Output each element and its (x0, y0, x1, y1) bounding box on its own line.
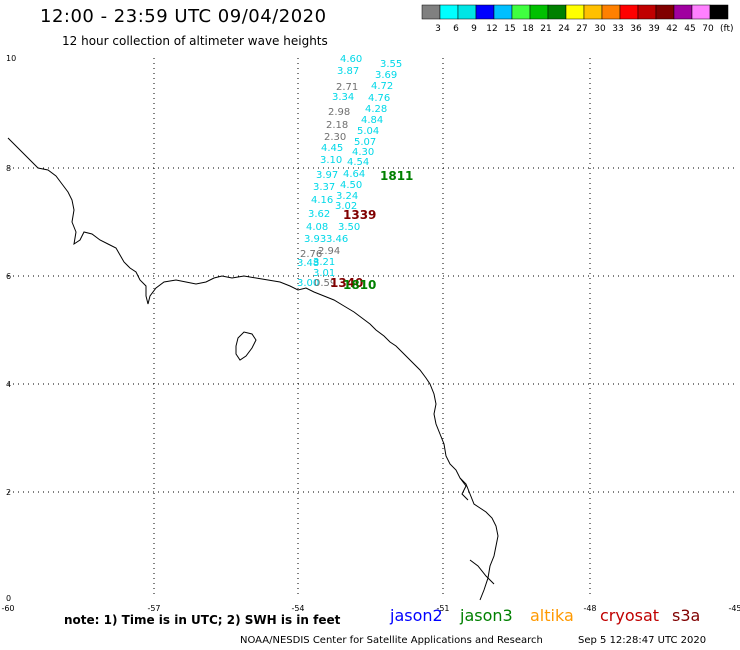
y-tick-label: 4 (6, 380, 11, 389)
wave-height-label: 4.50 (340, 180, 362, 191)
wave-height-label: 3.37 (313, 182, 335, 193)
wave-height-label: 2.71 (336, 82, 358, 93)
scale-label: 70 (702, 24, 714, 34)
map-subtitle: 12 hour collection of altimeter wave hei… (62, 34, 328, 48)
scale-label: 42 (666, 24, 677, 34)
altimeter-map: -60 -57 -54 -51 -48 -45 0 2 4 6 8 10 4.60 3.55 3.87 3.… (1, 54, 740, 613)
pass-time-label: 1811 (380, 169, 413, 183)
scale-label: 6 (453, 24, 459, 34)
scale-label: 27 (576, 24, 587, 34)
y-tick-label: 2 (6, 488, 11, 497)
y-tick-label: 6 (6, 272, 11, 281)
wave-height-label: 4.30 (352, 147, 374, 158)
wave-height-label: 4.60 (340, 54, 362, 65)
wave-height-label: 3.01 (313, 268, 335, 279)
scale-label: 45 (684, 24, 695, 34)
x-tick-label: -51 (436, 604, 449, 613)
pass-time-label: 1810 (343, 278, 376, 292)
timestamp-text: Sep 5 12:28:47 UTC 2020 (578, 635, 707, 646)
y-tick-label: 8 (6, 164, 11, 173)
wave-height-label: 2.18 (326, 120, 348, 131)
grid-lines (8, 58, 735, 598)
wave-height-label: 3.10 (320, 155, 342, 166)
bay-outline (459, 477, 495, 585)
wave-height-label: 4.45 (321, 143, 343, 154)
wave-height-label: 5.04 (357, 126, 379, 137)
wave-height-label: 3.62 (308, 209, 330, 220)
y-tick-label: 0 (6, 594, 11, 603)
wave-height-label: 2.98 (328, 107, 350, 118)
wave-height-label: 4.64 (343, 169, 365, 180)
wave-height-label: 3.24 (336, 191, 358, 202)
legend-item-s3a: s3a (672, 606, 701, 625)
credit-text: NOAA/NESDIS Center for Satellite Applica… (240, 635, 543, 646)
x-tick-label: -57 (147, 604, 160, 613)
wave-height-label: 3.02 (335, 201, 357, 212)
footnote: note: 1) Time is in UTC; 2) SWH is in fe… (64, 613, 341, 627)
wave-height-label: 3.55 (380, 59, 402, 70)
legend-item-altika: altika (530, 606, 574, 625)
y-tick-label: 10 (6, 54, 16, 63)
wave-height-label: 4.84 (361, 115, 383, 126)
scale-label: 3 (435, 24, 441, 34)
wave-height-label: 4.54 (347, 157, 369, 168)
wave-height-label: 4.08 (306, 222, 328, 233)
coastline (7, 137, 499, 601)
x-tick-label: -60 (1, 604, 14, 613)
wave-height-label: 4.76 (368, 93, 390, 104)
color-scale: 3 6 9 12 15 18 21 24 27 30 33 36 39 42 45 70 (ft) (421, 4, 734, 34)
scale-label: 9 (471, 24, 477, 34)
wave-height-label: 3.93 (304, 234, 326, 245)
scale-label: 18 (522, 24, 534, 34)
map-title: 12:00 - 23:59 UTC 09/04/2020 (40, 6, 327, 27)
wave-height-label: 3.97 (316, 170, 338, 181)
track-labels: 4.60 3.55 3.87 3.694.72 3.34 4.764.284.845.04… (297, 54, 413, 292)
wave-height-label: 0.59 (314, 278, 336, 289)
scale-label: 39 (648, 24, 660, 34)
legend-item-jason3: jason3 (460, 606, 513, 625)
wave-height-label: 2.94 (318, 246, 340, 257)
wave-height-label: 3.00 (297, 278, 319, 289)
scale-label: 36 (630, 24, 642, 34)
wave-height-label: 2.76 (300, 249, 322, 260)
x-tick-label: -54 (291, 604, 304, 613)
scale-label: 30 (594, 24, 606, 34)
wave-height-label: 3.69 (375, 70, 397, 81)
wave-height-label: 3.34 (332, 92, 354, 103)
wave-height-label: 3.46 (326, 234, 348, 245)
wave-height-label: 3.21 (313, 257, 335, 268)
legend-item-cryosat: cryosat (600, 606, 660, 625)
x-tick-label: -45 (728, 604, 740, 613)
pass-time-label: 1339 (343, 208, 376, 222)
wave-height-label: 4.16 (311, 195, 333, 206)
scale-swatch (709, 4, 729, 20)
wave-height-label: 3.87 (337, 66, 359, 77)
wave-height-label: 3.50 (338, 222, 360, 233)
wave-height-label: 3.48 (297, 258, 319, 269)
scale-label: 21 (540, 24, 551, 34)
axis-labels: -60 -57 -54 -51 -48 -45 0 2 4 6 8 10 (1, 54, 740, 613)
wave-height-label: 4.28 (365, 104, 387, 115)
wave-height-label: 2.30 (324, 132, 346, 143)
pass-time-label: 1340 (330, 276, 363, 290)
scale-unit: (ft) (720, 24, 734, 34)
wave-height-label: 4.72 (371, 81, 393, 92)
x-tick-label: -48 (583, 604, 596, 613)
scale-label: 12 (486, 24, 497, 34)
scale-label: 33 (612, 24, 623, 34)
scale-label: 24 (558, 24, 570, 34)
wave-height-label: 5.07 (354, 137, 376, 148)
legend-item-jason2: jason2 (390, 606, 443, 625)
scale-label: 15 (504, 24, 515, 34)
island-outline (235, 331, 257, 361)
